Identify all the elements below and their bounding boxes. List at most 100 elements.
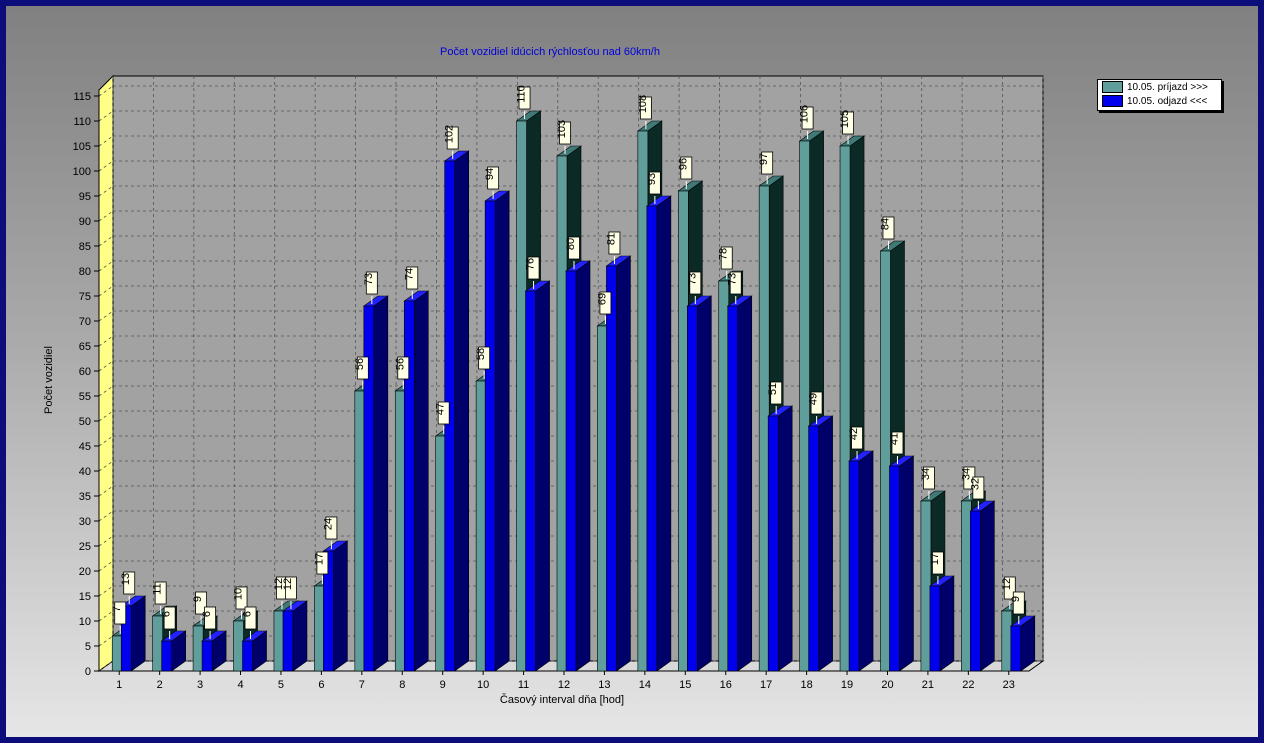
- bar-departure: [565, 270, 577, 672]
- data-label-box: [397, 356, 410, 380]
- data-label: 12: [273, 578, 285, 590]
- y-tick-label: 100: [73, 166, 91, 178]
- data-label: 108: [637, 95, 649, 113]
- data-label: 32: [969, 478, 981, 490]
- bar-departure: [161, 640, 172, 672]
- data-label: 94: [484, 168, 496, 180]
- bar-arrival: [839, 145, 851, 672]
- data-label: 73: [686, 273, 698, 285]
- y-tick-label: 85: [79, 241, 91, 253]
- data-label-box: [932, 551, 944, 575]
- data-label: 12: [1001, 578, 1013, 590]
- y-tick-label: 80: [79, 266, 91, 278]
- bar-departure: [848, 460, 860, 672]
- y-tick-label: 5: [85, 641, 91, 653]
- bar-departure: [242, 640, 253, 672]
- data-label: 6: [161, 611, 173, 617]
- y-tick-label: 65: [79, 341, 91, 353]
- data-label: 7: [111, 606, 123, 612]
- data-label-box: [1012, 591, 1025, 615]
- data-label-box: [568, 236, 580, 260]
- bar-departure: [282, 610, 294, 672]
- data-label-box: [599, 291, 612, 315]
- data-label-box: [761, 151, 774, 175]
- data-label-box: [406, 266, 419, 290]
- data-label-box: [1003, 576, 1016, 600]
- data-label: 78: [718, 248, 730, 260]
- x-tick-label: 4: [237, 679, 243, 691]
- bar-side: [939, 575, 955, 672]
- data-label: 34: [920, 468, 932, 480]
- x-tick-label: 19: [841, 679, 853, 691]
- grid-line-side: [98, 135, 114, 147]
- x-tick-label: 17: [760, 679, 772, 691]
- grid-line-side: [98, 160, 114, 172]
- chart-legend: 10.05. príjazd >>> 10.05. odjazd <<<: [1097, 79, 1222, 111]
- bar-arrival: [314, 585, 325, 672]
- y-tick-label: 115: [73, 91, 91, 103]
- data-label-box: [365, 271, 378, 295]
- bar-departure: [1010, 625, 1022, 672]
- legend-label-departure: 10.05. odjazd <<<: [1127, 95, 1208, 107]
- data-label-box: [608, 231, 621, 255]
- bar-arrival: [637, 130, 649, 672]
- data-label: 56: [394, 358, 406, 370]
- bar-departure: [808, 425, 819, 672]
- bar-arrival: [152, 615, 163, 672]
- y-tick-label: 90: [79, 216, 91, 228]
- data-label: 47: [435, 403, 447, 415]
- bar-arrival: [192, 625, 204, 672]
- bar-departure: [889, 465, 900, 672]
- data-label: 51: [767, 383, 779, 395]
- x-tick-label: 10: [477, 679, 489, 691]
- grid-line-side: [98, 660, 114, 672]
- data-label-box: [316, 551, 329, 575]
- data-label-box: [527, 256, 540, 280]
- y-tick-label: 50: [79, 416, 91, 428]
- bar-side: [899, 455, 914, 672]
- data-label: 13: [120, 573, 132, 585]
- data-label: 17: [313, 553, 325, 565]
- bar-arrival: [475, 380, 487, 672]
- bar-side: [454, 150, 469, 672]
- bar-departure: [970, 510, 981, 672]
- bar-side: [130, 595, 146, 672]
- data-label-box: [114, 601, 127, 625]
- data-label-box: [235, 586, 248, 610]
- grid-line-side: [98, 260, 114, 272]
- grid-line-side: [98, 485, 114, 497]
- x-tick-label: 5: [278, 679, 284, 691]
- data-label-box: [446, 126, 459, 150]
- data-label: 6: [242, 611, 254, 617]
- data-label-box: [923, 466, 935, 490]
- bar-arrival: [758, 185, 770, 672]
- grid-line-side: [98, 585, 114, 597]
- bar-arrival: [273, 610, 285, 672]
- grid-line-side: [98, 185, 114, 197]
- data-label: 105: [839, 110, 851, 128]
- x-axis-label: Časový interval dňa [hod]: [500, 693, 624, 706]
- y-tick-label: 70: [79, 316, 91, 328]
- y-tick-label: 10: [79, 616, 91, 628]
- data-label-box: [770, 381, 783, 405]
- data-label-box: [801, 106, 814, 130]
- data-label: 6: [201, 611, 213, 617]
- data-label: 80: [565, 238, 577, 250]
- data-label: 76: [525, 258, 537, 270]
- bar-arrival: [556, 155, 568, 672]
- bar-side: [656, 195, 672, 672]
- grid-line-side: [98, 360, 114, 372]
- data-label-box: [648, 171, 661, 195]
- bar-side: [413, 290, 429, 672]
- x-tick-label: 8: [399, 679, 405, 691]
- grid-line-side: [98, 285, 114, 297]
- legend-item-arrival: 10.05. príjazd >>>: [1098, 80, 1221, 94]
- x-tick-label: 18: [800, 679, 812, 691]
- legend-item-departure: 10.05. odjazd <<<: [1098, 94, 1221, 108]
- x-tick-label: 16: [720, 679, 732, 691]
- bar-side: [980, 500, 995, 672]
- grid-line-side: [98, 210, 114, 222]
- y-tick-label: 20: [79, 566, 91, 578]
- y-tick-label: 95: [79, 191, 91, 203]
